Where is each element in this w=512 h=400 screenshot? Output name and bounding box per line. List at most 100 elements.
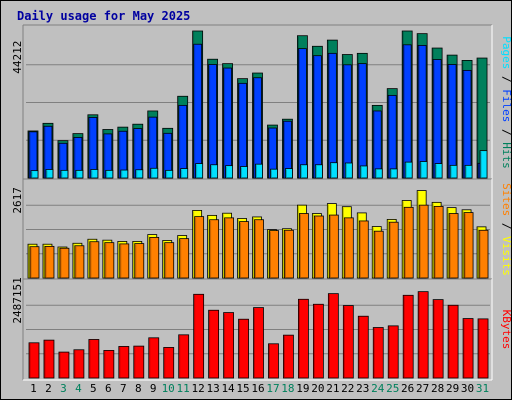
- bar-pages: [300, 164, 308, 179]
- bar-sites: [343, 217, 354, 279]
- bar-kbytes: [148, 337, 160, 379]
- x-tick-label: 6: [105, 382, 112, 395]
- bar-sites: [89, 241, 100, 279]
- bar-pages: [479, 150, 488, 179]
- bar-sites: [104, 242, 115, 279]
- legend-separator: /: [500, 216, 511, 236]
- bar-pages: [105, 169, 114, 179]
- series-pages: [30, 150, 488, 179]
- bar-sites: [194, 216, 205, 279]
- panel-hits_files_pages: 44212 Pages / Files / Hits: [11, 24, 511, 181]
- x-tick-label: 7: [120, 382, 127, 395]
- legend-label: Pages: [500, 36, 511, 69]
- panel-visits_sites: 2617 Sites / Visits: [11, 178, 511, 281]
- bar-sites: [478, 229, 489, 279]
- bar-pages: [255, 163, 263, 179]
- x-tick-label: 15: [236, 382, 249, 395]
- bar-pages: [404, 161, 413, 179]
- bar-kbytes: [342, 305, 354, 379]
- x-tick-label: 27: [416, 382, 429, 395]
- x-tick-label: 12: [192, 382, 205, 395]
- legend-label: Files: [500, 89, 511, 122]
- x-tick-label: 1: [30, 382, 37, 395]
- x-tick-label: 20: [311, 382, 324, 395]
- panel-legend: Pages / Files / Hits: [500, 36, 511, 169]
- x-tick-label: 2: [45, 382, 52, 395]
- x-tick-label: 25: [386, 382, 399, 395]
- bar-pages: [165, 169, 174, 179]
- bar-pages: [30, 170, 39, 179]
- bar-sites: [299, 213, 309, 279]
- bar-pages: [75, 169, 84, 179]
- bar-kbytes: [432, 299, 444, 379]
- chart-title: Daily usage for May 2025: [17, 9, 190, 23]
- bar-pages: [45, 169, 54, 179]
- x-tick-label: 4: [75, 382, 82, 395]
- bar-kbytes: [133, 345, 145, 379]
- bar-kbytes: [477, 318, 489, 379]
- bar-sites: [373, 230, 384, 279]
- x-tick-label: 19: [296, 382, 309, 395]
- bar-kbytes: [447, 304, 459, 379]
- x-axis: 1 2 3 4 5 6 7 8 9 10 11 12 13 14 15 16 17 18 19 20 21 22 23 24 2…: [30, 382, 489, 395]
- bar-sites: [179, 238, 190, 279]
- x-tick-label: 13: [206, 382, 219, 395]
- x-tick-label: 5: [90, 382, 97, 395]
- x-tick-label: 31: [476, 382, 489, 395]
- bar-sites: [284, 229, 294, 279]
- bar-kbytes: [88, 339, 100, 379]
- bar-kbytes: [312, 303, 324, 379]
- bar-kbytes: [268, 343, 279, 379]
- bar-pages: [449, 164, 458, 179]
- legend-separator: /: [500, 69, 511, 89]
- bar-kbytes: [58, 351, 70, 379]
- panel-legend: Sites / Visits: [500, 183, 511, 276]
- x-tick-label: 8: [135, 382, 142, 395]
- bar-sites: [358, 220, 369, 279]
- bar-sites: [164, 242, 175, 279]
- x-tick-label: 18: [281, 382, 294, 395]
- bar-pages: [314, 164, 323, 179]
- legend-label: Hits: [500, 142, 511, 169]
- bar-pages: [135, 169, 144, 179]
- bar-sites: [44, 245, 55, 279]
- series-sites: [29, 204, 489, 279]
- x-tick-label: 17: [266, 382, 279, 395]
- bar-sites: [224, 217, 234, 279]
- y-max-label: 2617: [11, 187, 24, 214]
- bar-pages: [195, 163, 204, 179]
- bar-sites: [448, 213, 459, 279]
- bar-kbytes: [43, 339, 55, 379]
- bar-kbytes: [103, 350, 115, 379]
- bar-pages: [464, 164, 473, 179]
- x-tick-label: 23: [356, 382, 369, 395]
- bar-kbytes: [327, 293, 339, 379]
- series-files: [28, 43, 487, 179]
- bar-pages: [210, 164, 219, 179]
- bar-pages: [344, 162, 353, 179]
- bar-sites: [403, 206, 414, 279]
- bar-sites: [29, 246, 40, 279]
- y-max-label: 44212: [11, 41, 24, 74]
- bar-sites: [418, 204, 429, 279]
- bar-pages: [90, 169, 99, 179]
- bar-pages: [240, 166, 248, 179]
- x-tick-label: 29: [446, 382, 459, 395]
- bar-kbytes: [402, 294, 414, 379]
- bar-pages: [60, 169, 69, 179]
- x-tick-label: 14: [221, 382, 235, 395]
- bar-sites: [74, 245, 85, 279]
- bar-sites: [119, 243, 130, 279]
- x-tick-label: 16: [251, 382, 264, 395]
- chart-panels: 44212 Pages / Files / Hits 2617 Sites / Vis…: [11, 24, 511, 381]
- bar-kbytes: [208, 309, 220, 379]
- x-tick-label: 9: [150, 382, 157, 395]
- x-tick-label: 21: [326, 382, 339, 395]
- legend-label: Visits: [500, 236, 511, 276]
- bar-kbytes: [238, 318, 249, 379]
- bar-pages: [434, 163, 443, 179]
- bar-kbytes: [28, 342, 40, 379]
- bar-sites: [269, 230, 279, 279]
